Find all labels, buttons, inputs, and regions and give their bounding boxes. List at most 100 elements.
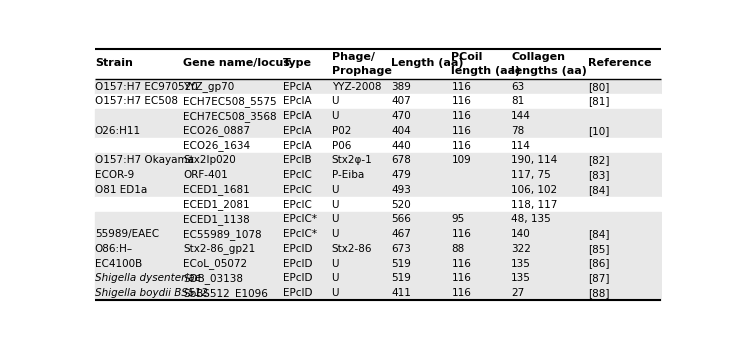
Text: 440: 440	[392, 141, 411, 150]
Bar	[95, 94, 661, 109]
Text: EC55989_1078: EC55989_1078	[183, 228, 262, 239]
Text: 63: 63	[512, 82, 525, 92]
Text: [83]: [83]	[588, 170, 609, 180]
Text: EPclC: EPclC	[283, 170, 312, 180]
Bar	[95, 153, 661, 168]
Bar	[95, 212, 661, 227]
Bar	[95, 138, 661, 153]
Text: 88: 88	[451, 244, 464, 254]
Text: [87]: [87]	[588, 273, 609, 283]
Text: Stx2lp020: Stx2lp020	[183, 155, 236, 165]
Text: 116: 116	[451, 96, 471, 106]
Text: [84]: [84]	[588, 229, 609, 239]
Text: 117, 75: 117, 75	[512, 170, 551, 180]
Text: 519: 519	[392, 259, 411, 268]
Text: EPclC*: EPclC*	[283, 214, 317, 224]
Text: 116: 116	[451, 259, 471, 268]
Text: U: U	[331, 229, 339, 239]
Text: [84]: [84]	[588, 185, 609, 195]
Text: ECED1_1138: ECED1_1138	[183, 214, 250, 225]
Text: O157:H7 EC970520: O157:H7 EC970520	[95, 82, 197, 92]
Text: [80]: [80]	[588, 82, 609, 92]
Text: EPclA: EPclA	[283, 96, 312, 106]
Text: Reference: Reference	[588, 58, 652, 68]
Text: EPclD: EPclD	[283, 244, 313, 254]
Text: EPclD: EPclD	[283, 259, 313, 268]
Text: U: U	[331, 200, 339, 210]
Text: EPclC*: EPclC*	[283, 229, 317, 239]
Text: 407: 407	[392, 96, 411, 106]
Text: O81 ED1a: O81 ED1a	[95, 185, 147, 195]
Text: 81: 81	[512, 96, 525, 106]
Bar	[95, 256, 661, 271]
Text: [82]: [82]	[588, 155, 609, 165]
Text: O26:H11: O26:H11	[95, 126, 141, 136]
Text: 116: 116	[451, 82, 471, 92]
Text: Gene name/locus: Gene name/locus	[183, 58, 290, 68]
Text: [86]: [86]	[588, 259, 609, 268]
Text: Prophage: Prophage	[331, 66, 392, 76]
Bar	[95, 79, 661, 94]
Text: 520: 520	[392, 200, 411, 210]
Text: 116: 116	[451, 141, 471, 150]
Text: U: U	[331, 111, 339, 121]
Text: Collagen: Collagen	[512, 52, 565, 62]
Text: ECED1_1681: ECED1_1681	[183, 184, 250, 195]
Text: Shigella dysenteriae: Shigella dysenteriae	[95, 273, 201, 283]
Text: 48, 135: 48, 135	[512, 214, 551, 224]
Text: EPclD: EPclD	[283, 288, 313, 298]
Text: 135: 135	[512, 259, 531, 268]
Text: 467: 467	[392, 229, 411, 239]
Text: ECED1_2081: ECED1_2081	[183, 199, 250, 210]
Text: ECoL_05072: ECoL_05072	[183, 258, 247, 269]
Text: length (aa): length (aa)	[451, 66, 520, 76]
Text: U: U	[331, 185, 339, 195]
Text: Shigella boydii BS512: Shigella boydii BS512	[95, 288, 208, 298]
Text: 116: 116	[451, 126, 471, 136]
Bar	[95, 271, 661, 286]
Text: Stx2-86: Stx2-86	[331, 244, 372, 254]
Text: ECOR-9: ECOR-9	[95, 170, 134, 180]
Text: [85]: [85]	[588, 244, 609, 254]
Bar	[95, 109, 661, 123]
Text: 116: 116	[451, 288, 471, 298]
Bar	[95, 123, 661, 138]
Text: 114: 114	[512, 141, 531, 150]
Bar	[95, 197, 661, 212]
Text: EPclA: EPclA	[283, 126, 312, 136]
Text: Stx2φ-1: Stx2φ-1	[331, 155, 372, 165]
Text: 519: 519	[392, 273, 411, 283]
Text: SDB_03138: SDB_03138	[183, 273, 244, 284]
Text: O157:H7 Okayama: O157:H7 Okayama	[95, 155, 194, 165]
Bar	[95, 286, 661, 300]
Text: EPclA: EPclA	[283, 111, 312, 121]
Text: 106, 102: 106, 102	[512, 185, 557, 195]
Text: 493: 493	[392, 185, 411, 195]
Text: Phage/: Phage/	[331, 52, 375, 62]
Text: EPclC: EPclC	[283, 185, 312, 195]
Text: Type: Type	[283, 58, 312, 68]
Text: ECH7EC508_5575: ECH7EC508_5575	[183, 96, 277, 107]
Text: ECH7EC508_3568: ECH7EC508_3568	[183, 111, 277, 121]
Text: P-Eiba: P-Eiba	[331, 170, 364, 180]
Bar	[95, 227, 661, 241]
Text: EPclC: EPclC	[283, 200, 312, 210]
Bar	[95, 182, 661, 197]
Text: U: U	[331, 96, 339, 106]
Text: 135: 135	[512, 273, 531, 283]
Text: 479: 479	[392, 170, 411, 180]
Text: U: U	[331, 259, 339, 268]
Text: 144: 144	[512, 111, 531, 121]
Text: 55989/EAEC: 55989/EAEC	[95, 229, 159, 239]
Text: 404: 404	[392, 126, 411, 136]
Text: 389: 389	[392, 82, 411, 92]
Text: EPclD: EPclD	[283, 273, 313, 283]
Text: U: U	[331, 273, 339, 283]
Text: O86:H–: O86:H–	[95, 244, 133, 254]
Text: [88]: [88]	[588, 288, 609, 298]
Text: 116: 116	[451, 229, 471, 239]
Bar	[95, 241, 661, 256]
Text: PCoil: PCoil	[451, 52, 483, 62]
Text: U: U	[331, 214, 339, 224]
Text: 566: 566	[392, 214, 411, 224]
